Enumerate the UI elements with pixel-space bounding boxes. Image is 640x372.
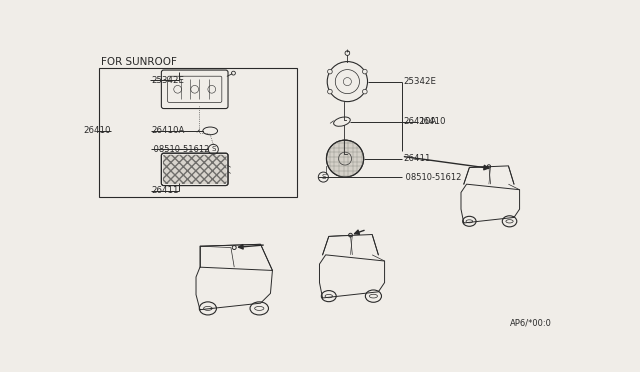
Circle shape <box>362 89 367 94</box>
Text: 26411: 26411 <box>151 186 179 195</box>
Text: 08510-51612: 08510-51612 <box>403 173 461 182</box>
Ellipse shape <box>463 217 476 226</box>
Ellipse shape <box>502 216 516 227</box>
Text: 08510-51612: 08510-51612 <box>151 145 210 154</box>
Text: 25342E: 25342E <box>151 76 184 84</box>
Circle shape <box>328 69 332 74</box>
FancyBboxPatch shape <box>163 155 227 184</box>
Ellipse shape <box>199 302 216 315</box>
Text: 25342E: 25342E <box>403 77 436 86</box>
Text: 26410: 26410 <box>83 126 111 135</box>
Text: 26410: 26410 <box>419 117 446 126</box>
Circle shape <box>328 89 332 94</box>
Bar <box>99 68 297 197</box>
Ellipse shape <box>321 291 336 302</box>
Text: AP6/*00:0: AP6/*00:0 <box>510 319 552 328</box>
Ellipse shape <box>250 302 269 315</box>
Ellipse shape <box>365 290 381 302</box>
Text: 26411: 26411 <box>403 154 431 163</box>
Text: 26410A: 26410A <box>403 117 436 126</box>
Text: 26410A: 26410A <box>151 126 185 135</box>
Text: FOR SUNROOF: FOR SUNROOF <box>101 57 177 67</box>
Text: S: S <box>211 146 216 153</box>
Circle shape <box>326 140 364 177</box>
Circle shape <box>362 69 367 74</box>
Text: S: S <box>321 174 326 180</box>
